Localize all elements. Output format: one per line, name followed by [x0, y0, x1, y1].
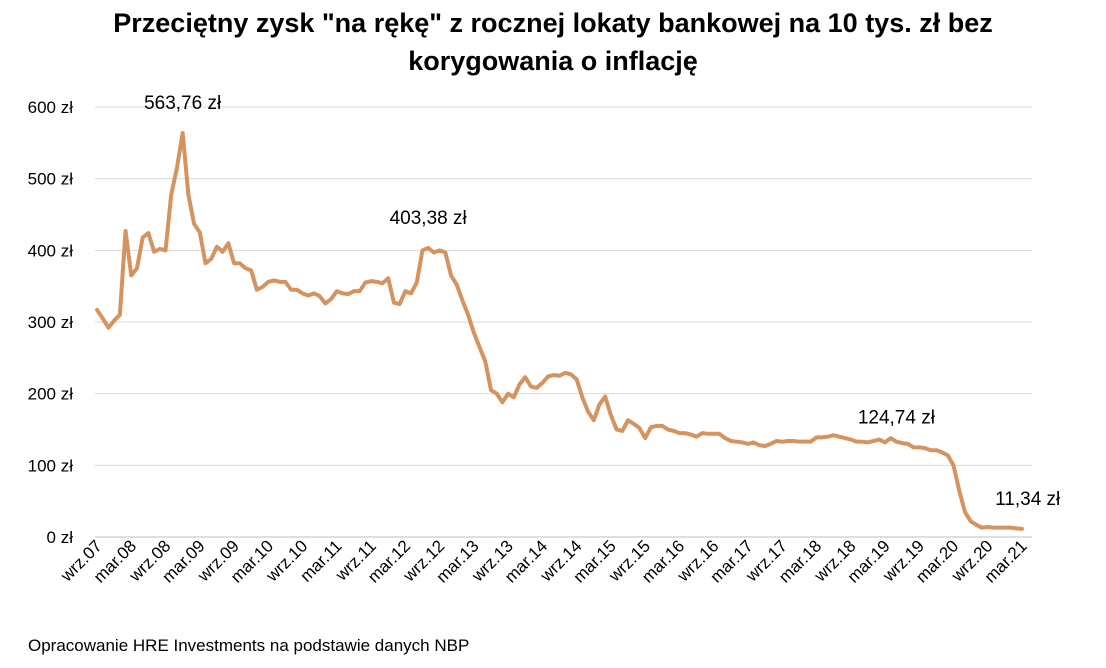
data-label: 124,74 zł: [858, 408, 936, 429]
chart-title: Przeciętny zysk "na rękę" z rocznej loka…: [40, 4, 1066, 80]
y-axis-ticks: 0 zł 100 zł 200 zł 300 zł 400 zł 500 zł 600 zł: [28, 98, 74, 547]
y-tick-label: 200 zł: [28, 385, 74, 404]
series-line: [95, 130, 1024, 531]
annotations: 563,76 zł 403,38 zł 124,74 zł 11,34 zł: [144, 93, 1061, 510]
gridlines: [95, 106, 1032, 538]
y-tick-label: 500 zł: [28, 170, 74, 189]
x-axis-ticks: wrz.07mar.08wrz.08mar.09wrz.09mar.10wrz.…: [56, 536, 1031, 586]
data-label: 563,76 zł: [144, 93, 222, 114]
y-tick-label: 400 zł: [28, 241, 74, 260]
y-tick-label: 100 zł: [28, 456, 74, 475]
y-tick-label: 600 zł: [28, 98, 74, 117]
source-note: Opracowanie HRE Investments na podstawie…: [28, 636, 470, 655]
y-tick-label: 0 zł: [47, 528, 74, 547]
chart-title-line-1: Przeciętny zysk "na rękę" z rocznej loka…: [113, 8, 993, 38]
data-label: 11,34 zł: [995, 489, 1061, 510]
chart-title-line-2: korygowania o inflację: [408, 46, 698, 76]
y-tick-label: 300 zł: [28, 313, 74, 332]
data-label: 403,38 zł: [390, 208, 468, 229]
series-layer: [95, 130, 1024, 531]
